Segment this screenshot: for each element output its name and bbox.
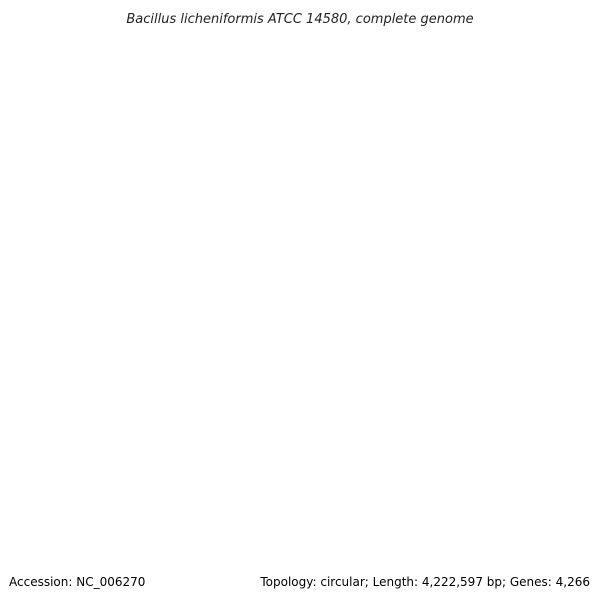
map-title: Bacillus licheniformis ATCC 14580, compl… (126, 12, 473, 27)
genome-stats-text: Topology: circular; Length: 4,222,597 bp… (259, 575, 590, 589)
accession-text: Accession: NC_006270 (9, 575, 145, 589)
